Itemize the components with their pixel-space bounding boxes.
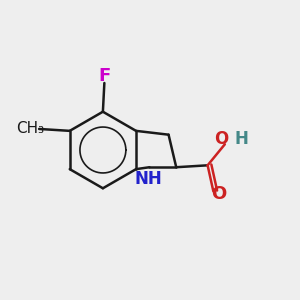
- Text: F: F: [98, 67, 110, 85]
- Text: NH: NH: [134, 170, 162, 188]
- Text: CH₃: CH₃: [16, 122, 44, 136]
- Text: O: O: [214, 130, 228, 148]
- Text: H: H: [234, 130, 248, 148]
- Text: O: O: [211, 185, 226, 203]
